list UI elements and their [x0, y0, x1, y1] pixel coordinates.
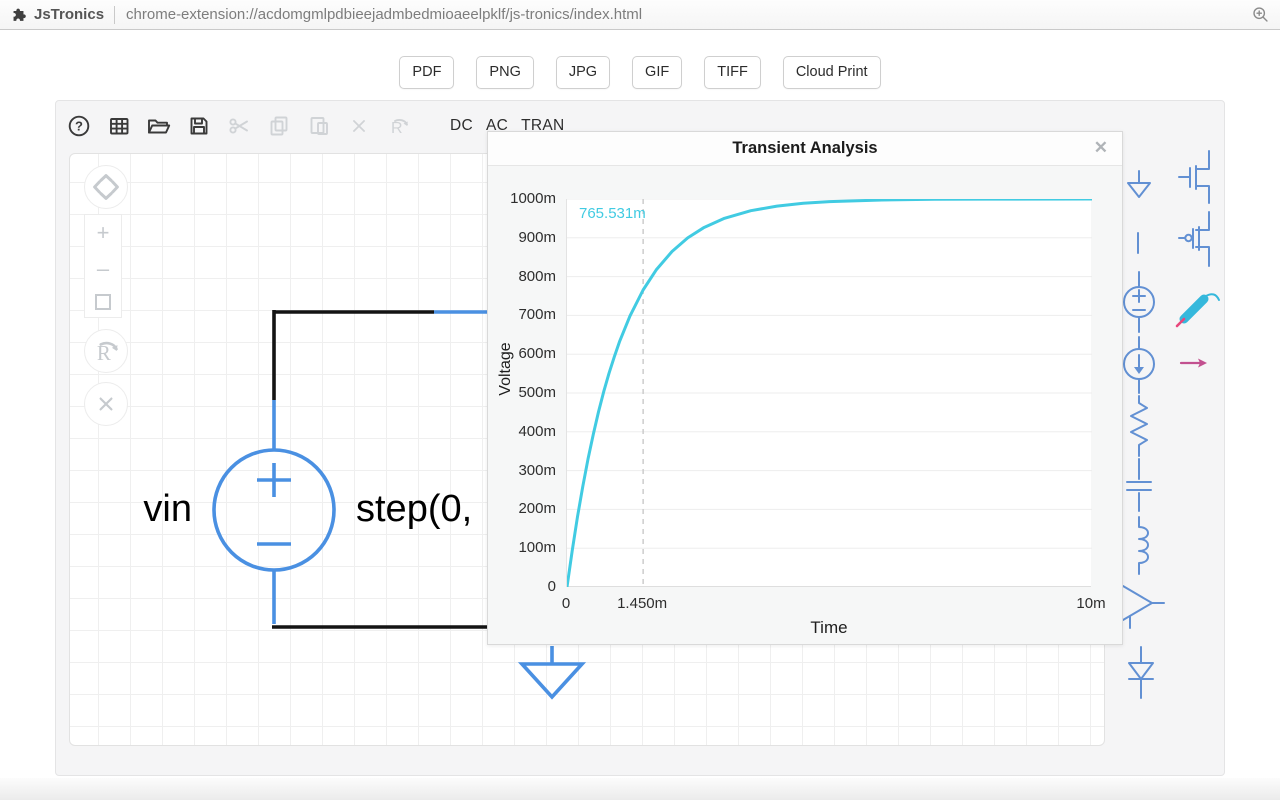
voltage-curve: [567, 199, 1092, 587]
y-tick-label: 100m: [518, 539, 556, 557]
component-resistor[interactable]: [1130, 395, 1148, 457]
cursor-value-label: 765.531m: [579, 205, 646, 222]
cut-scissors-icon[interactable]: [226, 113, 252, 139]
component-palette: [1122, 150, 1220, 699]
x-tick-label: 1.450m: [617, 595, 668, 612]
component-current-probe[interactable]: [1179, 358, 1207, 368]
jpg-button[interactable]: JPG: [555, 56, 611, 89]
delete-x-icon: [99, 397, 113, 411]
browser-bar: JsTronics chrome-extension://acdomgmlpdb…: [0, 0, 1280, 30]
divider: [114, 5, 116, 24]
png-button[interactable]: PNG: [476, 56, 534, 89]
x-tick-label: 0: [561, 595, 571, 612]
paste-icon[interactable]: [306, 113, 332, 139]
voltage-source-symbol[interactable]: [212, 448, 336, 572]
y-tick-label: 700m: [518, 306, 556, 324]
source-value-label[interactable]: step(0,: [356, 488, 473, 530]
plot-area: [566, 199, 1092, 587]
pan-tool-button[interactable]: [84, 165, 128, 209]
component-inductor[interactable]: [1138, 516, 1149, 575]
y-tick-label: 0: [547, 578, 556, 595]
export-button-row: PDF PNG JPG GIF TIFF Cloud Print: [0, 56, 1280, 90]
ground-symbol[interactable]: [517, 646, 587, 700]
rotate-r-icon: R: [97, 341, 118, 365]
y-tick-label: 600m: [518, 345, 556, 363]
y-tick-label: 1000m: [510, 190, 556, 207]
copy-icon[interactable]: [266, 113, 292, 139]
tiff-button[interactable]: TIFF: [704, 56, 761, 89]
rotate-tool-button[interactable]: R: [84, 329, 128, 373]
component-probe-pen[interactable]: [1175, 293, 1220, 328]
svg-text:R: R: [391, 120, 403, 137]
source-name-label[interactable]: vin: [143, 488, 192, 530]
address-url[interactable]: chrome-extension://acdomgmlpdbieejadmbed…: [126, 6, 643, 23]
pdf-button[interactable]: PDF: [399, 56, 455, 89]
close-icon[interactable]: ✕: [1093, 138, 1108, 157]
menu-dc[interactable]: DC: [450, 117, 473, 134]
help-icon[interactable]: ?: [66, 113, 92, 139]
cloud-print-button[interactable]: Cloud Print: [782, 56, 881, 89]
editor-toolbar: ?: [66, 111, 565, 141]
y-tick-label: 800m: [518, 267, 556, 285]
zoom-out-tool[interactable]: –: [96, 256, 110, 281]
component-opamp[interactable]: [1122, 585, 1165, 629]
y-tick-label: 300m: [518, 461, 556, 479]
zoom-tool-box: + –: [84, 214, 122, 318]
chart-area: Voltage Time 765.531m 0 100m 200m 300m 400m 5…: [488, 166, 1122, 645]
transient-analysis-dialog: Transient Analysis ✕ Voltage Time 765.53…: [487, 131, 1123, 645]
dialog-title: Transient Analysis: [732, 139, 878, 157]
dialog-titlebar[interactable]: Transient Analysis ✕: [488, 132, 1122, 166]
x-axis-label: Time: [810, 618, 848, 637]
delete-x-icon[interactable]: [346, 113, 372, 139]
pan-arrows-icon: [93, 174, 119, 200]
component-nmos[interactable]: [1178, 150, 1210, 204]
svg-text:?: ?: [75, 119, 83, 134]
svg-text:R: R: [97, 341, 111, 365]
analysis-menu: DC AC TRAN: [450, 117, 565, 135]
component-ground[interactable]: [1127, 170, 1151, 198]
circuit-drawing: [212, 310, 587, 700]
zoom-in-icon[interactable]: [1251, 5, 1270, 24]
open-folder-icon[interactable]: [146, 113, 172, 139]
puzzle-icon: [13, 8, 26, 21]
transient-plot: [567, 199, 1092, 587]
page-bottom-strip: [0, 778, 1280, 800]
y-tick-label: 500m: [518, 384, 556, 401]
component-capacitor[interactable]: [1126, 458, 1152, 512]
grid-table-icon[interactable]: [106, 113, 132, 139]
component-current-source[interactable]: [1123, 336, 1155, 394]
y-tick-label: 200m: [518, 500, 556, 518]
y-tick-label: 900m: [518, 228, 556, 246]
component-diode[interactable]: [1128, 646, 1154, 699]
save-floppy-icon[interactable]: [186, 113, 212, 139]
component-voltage-source[interactable]: [1123, 271, 1155, 333]
app-name: JsTronics: [34, 6, 105, 23]
zoom-rect-tool[interactable]: [95, 294, 111, 310]
menu-tran[interactable]: TRAN: [521, 117, 565, 134]
zoom-in-tool[interactable]: +: [96, 220, 110, 245]
rotate-r-icon[interactable]: R: [386, 113, 412, 139]
x-tick-label: 10m: [1076, 595, 1106, 612]
delete-tool-button[interactable]: [84, 382, 128, 426]
component-pmos[interactable]: [1178, 211, 1210, 267]
y-tick-label: 400m: [518, 422, 556, 440]
gif-button[interactable]: GIF: [632, 56, 683, 89]
menu-ac[interactable]: AC: [486, 117, 509, 134]
